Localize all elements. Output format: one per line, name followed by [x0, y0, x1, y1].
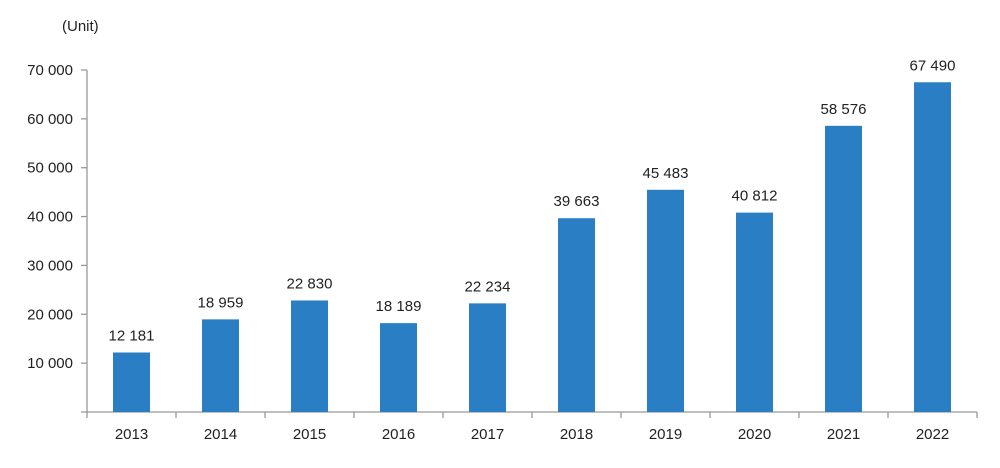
data-label: 40 812: [732, 188, 778, 205]
y-tick-label: 30 000: [27, 257, 73, 274]
x-tick-label: 2013: [115, 426, 148, 443]
x-tick-label: 2016: [382, 426, 415, 443]
x-tick-label: 2021: [827, 426, 860, 443]
data-label: 12 181: [109, 327, 155, 344]
x-tick-label: 2018: [560, 426, 593, 443]
bar-2019: [647, 189, 684, 412]
x-tick-label: 2020: [738, 426, 771, 443]
unit-label: (Unit): [62, 18, 99, 35]
y-tick-label: 40 000: [27, 209, 73, 226]
data-label: 22 830: [287, 275, 333, 292]
data-label: 18 959: [198, 294, 244, 311]
data-label: 45 483: [643, 165, 689, 182]
bar-2018: [558, 218, 595, 412]
y-tick-label: 50 000: [27, 160, 73, 177]
bar-2017: [469, 303, 506, 412]
data-label: 18 189: [376, 298, 422, 315]
bar-2021: [825, 125, 862, 413]
x-tick-label: 2022: [916, 426, 949, 443]
bar-2015: [291, 300, 328, 412]
bar-2014: [202, 319, 239, 412]
x-tick-label: 2014: [204, 426, 237, 443]
x-tick-label: 2017: [471, 426, 504, 443]
x-tick-label: 2015: [293, 426, 326, 443]
data-label: 39 663: [554, 193, 600, 210]
y-tick-label: 10 000: [27, 355, 73, 372]
data-label: 67 490: [910, 57, 956, 74]
bar-2022: [914, 82, 951, 412]
data-label: 22 234: [465, 278, 511, 295]
bar-2013: [113, 352, 150, 412]
y-tick-label: 70 000: [27, 62, 73, 79]
data-label: 58 576: [821, 101, 867, 118]
y-tick-label: 60 000: [27, 111, 73, 128]
bar-2016: [380, 323, 417, 412]
y-tick-label: 20 000: [27, 306, 73, 323]
x-tick-label: 2019: [649, 426, 682, 443]
bar-2020: [736, 212, 773, 412]
